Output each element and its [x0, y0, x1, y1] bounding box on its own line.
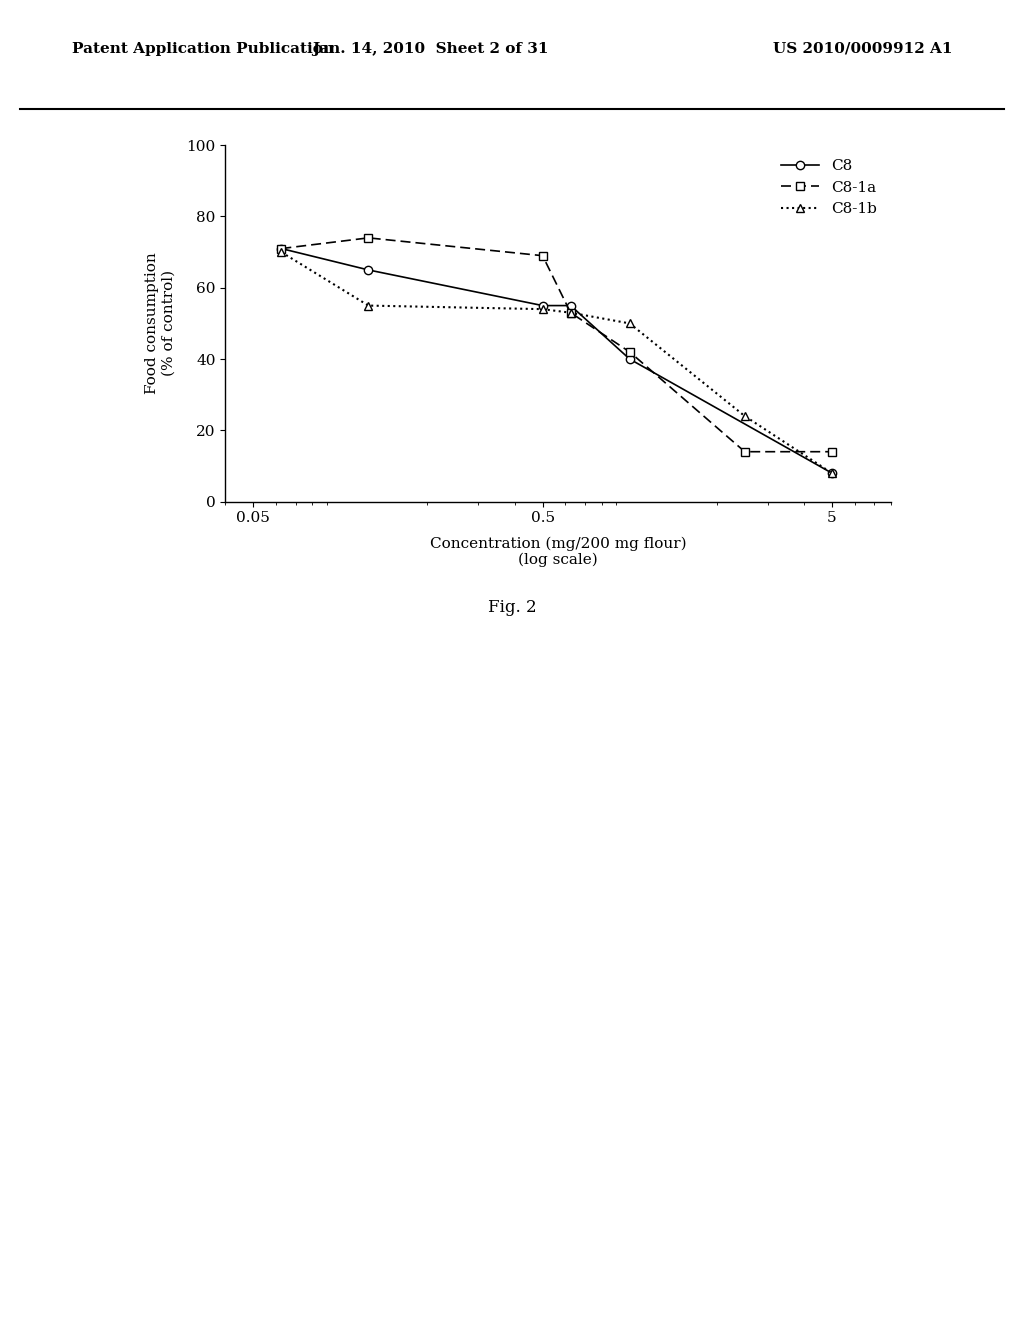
C8 — [624, 351, 636, 367]
C8-1b — [624, 315, 636, 331]
Text: US 2010/0009912 A1: US 2010/0009912 A1 — [773, 42, 952, 55]
Line: C8-1a: C8-1a — [278, 234, 836, 455]
C8 — [537, 298, 549, 314]
Y-axis label: Food consumption
(% of control): Food consumption (% of control) — [145, 252, 175, 395]
C8-1a — [537, 248, 549, 264]
X-axis label: Concentration (mg/200 mg flour)
(log scale): Concentration (mg/200 mg flour) (log sca… — [430, 536, 686, 568]
C8-1b — [825, 465, 838, 480]
Text: Jan. 14, 2010  Sheet 2 of 31: Jan. 14, 2010 Sheet 2 of 31 — [312, 42, 548, 55]
Text: Fig. 2: Fig. 2 — [487, 599, 537, 615]
C8-1b — [537, 301, 549, 317]
C8 — [825, 465, 838, 480]
C8 — [362, 261, 375, 279]
C8-1a — [564, 305, 577, 321]
C8-1a — [738, 444, 751, 459]
C8-1b — [275, 244, 288, 260]
C8-1b — [738, 408, 751, 424]
C8-1b — [564, 305, 577, 321]
C8-1a — [362, 230, 375, 246]
Legend: C8, C8-1a, C8-1b: C8, C8-1a, C8-1b — [775, 153, 884, 222]
Line: C8-1b: C8-1b — [278, 248, 836, 478]
Line: C8: C8 — [278, 244, 836, 478]
C8 — [564, 298, 577, 314]
C8-1a — [275, 240, 288, 256]
C8-1a — [825, 444, 838, 459]
C8-1a — [624, 345, 636, 360]
C8-1b — [362, 298, 375, 314]
Text: Patent Application Publication: Patent Application Publication — [72, 42, 334, 55]
C8 — [275, 240, 288, 256]
